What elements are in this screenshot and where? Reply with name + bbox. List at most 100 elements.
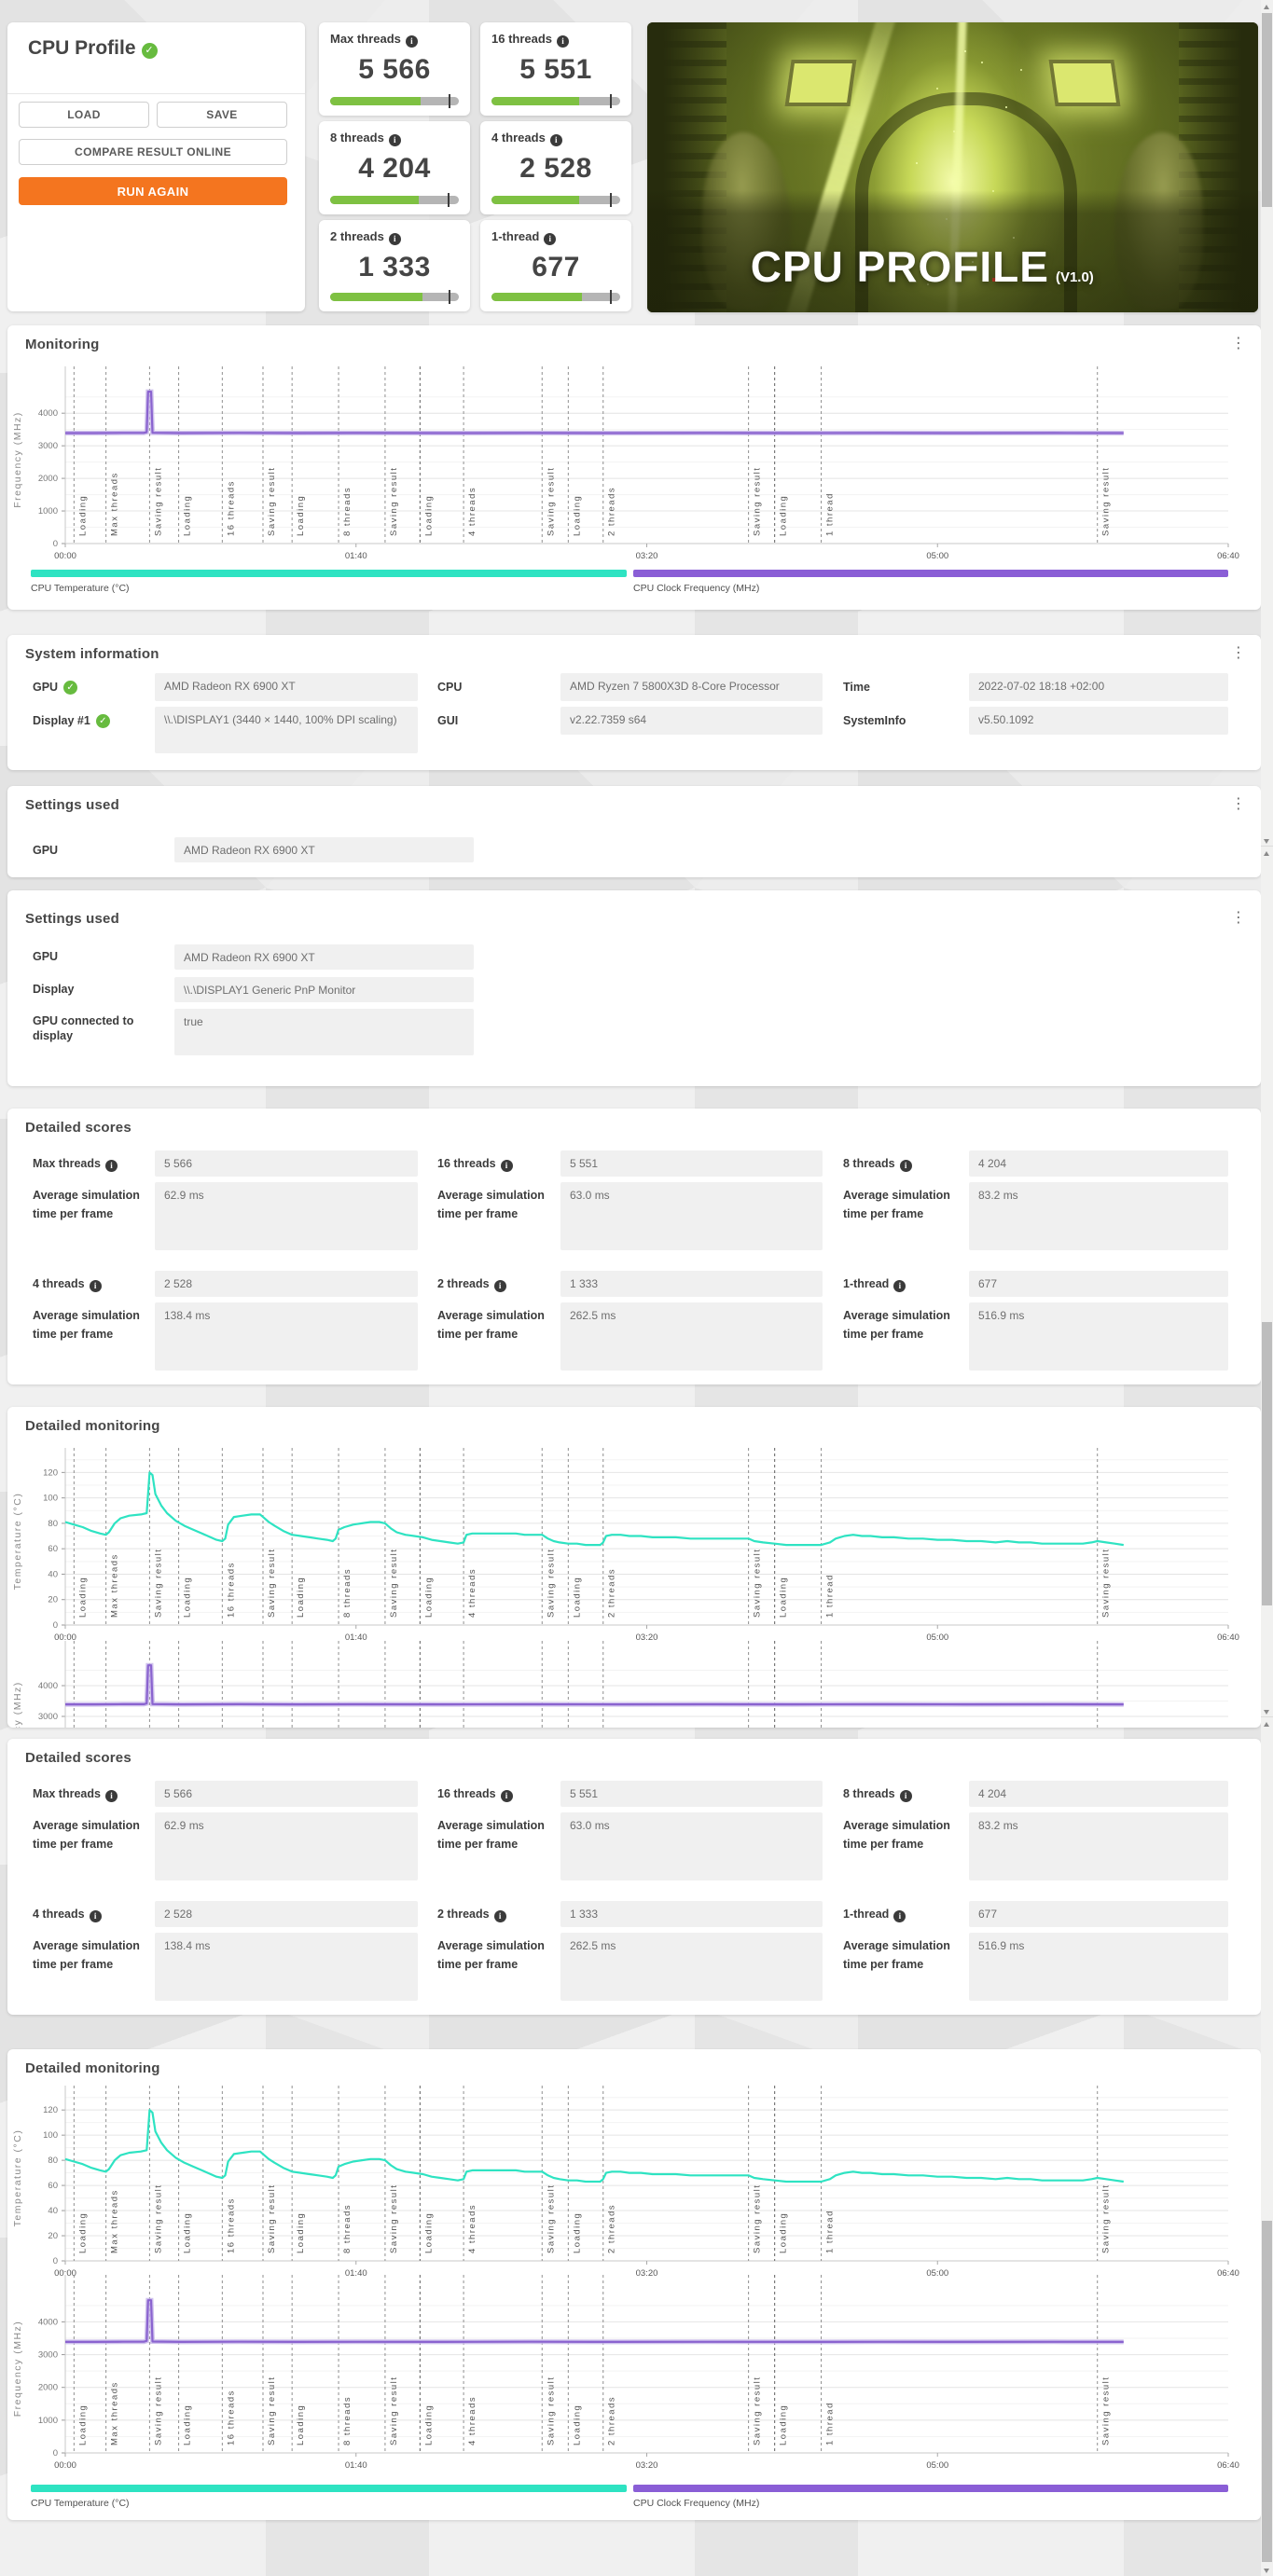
detailed-score-label-4-threads: 4 threads — [33, 1907, 149, 1922]
info-icon[interactable] — [549, 134, 562, 146]
x-tick-label: 01:40 — [345, 1632, 367, 1643]
avg-sim-time-value: 62.9 ms — [155, 1182, 418, 1250]
avg-sim-time-value: 63.0 ms — [560, 1812, 823, 1880]
scroll-up-arrow-icon[interactable] — [1261, 1719, 1273, 1730]
system-information-card: System information ⋮ GPU AMD Radeon RX 69… — [7, 635, 1261, 770]
y-tick-label: 120 — [43, 1467, 58, 1478]
scroll-up-arrow-icon[interactable] — [1261, 848, 1273, 860]
score-progress-bar — [491, 94, 620, 108]
legend-label-temperature: CPU Temperature (°C) — [31, 583, 130, 594]
event-label: Saving result — [153, 2376, 163, 2445]
y-axis-title: Temperature (°C) — [12, 1493, 23, 1591]
info-icon[interactable] — [893, 1280, 906, 1292]
avg-sim-time-value: 138.4 ms — [155, 1933, 418, 2001]
avg-sim-time-value: 62.9 ms — [155, 1812, 418, 1880]
event-label: Saving result — [546, 2184, 556, 2253]
event-label: Saving result — [267, 467, 277, 536]
field-value: AMD Ryzen 7 5800X3D 8-Core Processor — [560, 673, 823, 701]
info-icon[interactable] — [500, 1790, 513, 1802]
event-label: Loading — [183, 2404, 193, 2445]
field-label-text: SystemInfo — [843, 714, 906, 727]
scroll-down-arrow-icon[interactable] — [1261, 2565, 1273, 2576]
compare-result-online-button[interactable]: COMPARE RESULT ONLINE — [19, 139, 287, 165]
kebab-menu-icon[interactable]: ⋮ — [1231, 336, 1246, 351]
event-label: Loading — [779, 2404, 789, 2445]
score-progress-fill — [330, 97, 421, 105]
monitoring-card: Monitoring ⋮ 0 1000 2000 3000 4000 Frequency … — [7, 325, 1261, 610]
y-tick-label: 120 — [43, 2105, 58, 2115]
y-tick-label: 1000 — [38, 506, 58, 517]
event-label: Max threads — [110, 1553, 120, 1618]
event-label: Saving result — [546, 467, 556, 536]
save-button[interactable]: SAVE — [157, 102, 287, 128]
series-frequency — [65, 1664, 1124, 1706]
kebab-menu-icon[interactable]: ⋮ — [1231, 910, 1246, 926]
run-again-button[interactable]: RUN AGAIN — [19, 177, 287, 205]
info-icon[interactable] — [388, 134, 401, 146]
detailed-score-label-text: 8 threads — [843, 1157, 895, 1170]
detailed-score-label-2-threads: 2 threads — [437, 1907, 554, 1922]
scrollbar-separator — [1261, 1716, 1273, 1717]
event-label: 1 thread — [825, 1574, 836, 1618]
scrollbar-thumb[interactable] — [1262, 13, 1272, 207]
scroll-up-arrow-icon[interactable] — [1261, 2, 1273, 13]
y-tick-label: 40 — [48, 2206, 58, 2216]
info-icon[interactable] — [899, 1160, 912, 1172]
field-value: v2.22.7359 s64 — [560, 707, 823, 735]
y-tick-label: 4000 — [38, 2317, 58, 2327]
y-axis-title: Frequency (MHz) — [12, 411, 23, 508]
scroll-down-arrow-icon[interactable] — [1261, 1706, 1273, 1717]
score-progress-marker — [609, 290, 612, 304]
score-tile-16-threads: 16 threads 5 551 — [480, 22, 631, 116]
info-icon[interactable] — [500, 1160, 513, 1172]
field-label-text: GPU — [33, 844, 59, 857]
scrollbar-thumb[interactable] — [1262, 2221, 1272, 2562]
event-label: 8 threads — [342, 487, 353, 536]
info-icon[interactable] — [493, 1280, 506, 1292]
score-progress-bar — [330, 193, 459, 207]
info-icon[interactable] — [893, 1910, 906, 1922]
event-label: 4 threads — [467, 487, 477, 536]
valid-check-icon — [95, 714, 110, 728]
detailed-score-label-text: 2 threads — [437, 1908, 490, 1921]
scroll-down-arrow-icon[interactable] — [1261, 835, 1273, 847]
event-label: Max threads — [110, 2381, 120, 2445]
y-tick-label: 3000 — [38, 1712, 58, 1722]
detailed-score-value: 5 551 — [560, 1781, 823, 1807]
score-tile-2-threads: 2 threads 1 333 — [319, 220, 470, 311]
score-progress-bar — [330, 290, 459, 304]
x-tick-label: 06:40 — [1217, 2460, 1239, 2471]
info-icon[interactable] — [104, 1790, 118, 1802]
event-label: Saving result — [389, 2184, 399, 2253]
x-tick-label: 03:20 — [636, 2460, 658, 2471]
field-label-text: GPU — [33, 950, 59, 963]
section-title: Settings used — [25, 797, 119, 813]
detailed-score-label-8-threads: 8 threads — [843, 1156, 960, 1172]
info-icon[interactable] — [388, 233, 401, 245]
y-tick-label: 80 — [48, 2156, 58, 2166]
avg-sim-time-label: Average simulation time per frame — [33, 1189, 140, 1220]
x-tick-label: 00:00 — [54, 2268, 76, 2279]
info-icon[interactable] — [899, 1790, 912, 1802]
info-icon[interactable] — [544, 233, 557, 245]
score-tile-label-text: Max threads — [330, 32, 401, 46]
info-icon[interactable] — [104, 1160, 118, 1172]
info-icon[interactable] — [89, 1280, 102, 1292]
load-button[interactable]: LOAD — [19, 102, 149, 128]
x-tick-label: 00:00 — [54, 1632, 76, 1643]
x-tick-label: 03:20 — [636, 2268, 658, 2279]
info-icon[interactable] — [405, 35, 418, 48]
event-label: Saving result — [153, 1549, 163, 1618]
info-icon[interactable] — [557, 35, 570, 48]
info-icon[interactable] — [89, 1910, 102, 1922]
kebab-menu-icon[interactable]: ⋮ — [1231, 796, 1246, 812]
scrollbar-thumb[interactable] — [1262, 1322, 1272, 1605]
detailed-score-label-1-thread: 1-thread — [843, 1276, 960, 1292]
kebab-menu-icon[interactable]: ⋮ — [1231, 645, 1246, 661]
event-label: 16 threads — [226, 1562, 236, 1618]
field-label-text: Display #1 — [33, 714, 90, 727]
score-tile-label: Max threads — [330, 32, 418, 48]
detailed-score-value: 5 551 — [560, 1150, 823, 1177]
hero-title: CPU PROFILE (V1.0) — [751, 241, 1094, 292]
info-icon[interactable] — [493, 1910, 506, 1922]
